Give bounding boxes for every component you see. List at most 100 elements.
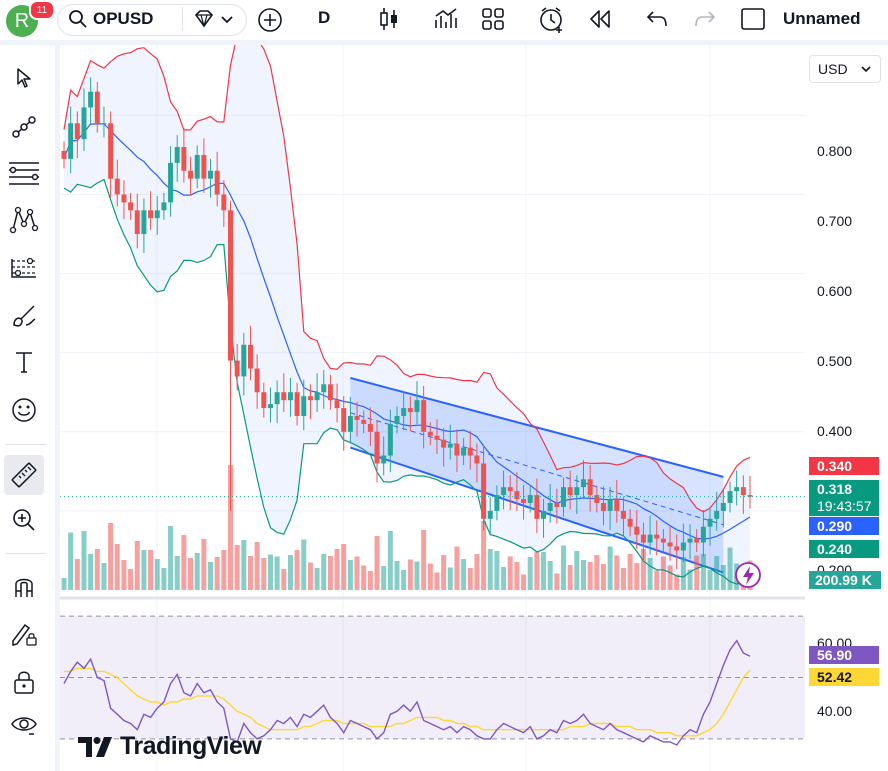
layouts-grid-icon[interactable] bbox=[481, 7, 505, 31]
undo-icon[interactable] bbox=[646, 9, 668, 29]
volume-bar bbox=[461, 559, 467, 590]
volume-bar bbox=[707, 570, 713, 590]
toolbar-divider-line bbox=[6, 444, 46, 445]
alert-clock-icon[interactable] bbox=[538, 5, 566, 33]
search-icon[interactable] bbox=[68, 9, 88, 29]
symbol-name[interactable]: OPUSD bbox=[93, 9, 154, 28]
candle-body bbox=[321, 384, 327, 393]
lock-icon bbox=[14, 671, 34, 694]
last-price-value: 0.318 bbox=[817, 481, 853, 497]
volume-bar bbox=[221, 550, 227, 590]
candle-body bbox=[88, 91, 94, 108]
volume-bar bbox=[241, 540, 247, 590]
symbol-search-box[interactable] bbox=[57, 4, 247, 36]
candle-body bbox=[414, 400, 420, 413]
lock-drawings-tool[interactable] bbox=[4, 614, 44, 654]
candle-body bbox=[674, 546, 680, 551]
measure-tool[interactable] bbox=[4, 455, 44, 495]
price-tick-0.500: 0.500 bbox=[817, 353, 853, 369]
candle-body bbox=[374, 431, 380, 464]
candle-body bbox=[494, 495, 500, 511]
volume-bar bbox=[121, 560, 127, 590]
volume-bar bbox=[600, 564, 606, 590]
volume-bar bbox=[627, 554, 633, 590]
zoom-in-icon bbox=[13, 509, 35, 531]
layout-name[interactable]: Unnamed bbox=[783, 9, 861, 28]
volume-bar bbox=[361, 565, 367, 590]
candle-body bbox=[554, 502, 560, 507]
candle-body bbox=[734, 487, 740, 492]
brush-icon bbox=[13, 305, 36, 327]
candle-body bbox=[114, 178, 120, 195]
hide-drawings-tool[interactable] bbox=[4, 705, 44, 745]
volume-bar bbox=[454, 546, 460, 590]
volume-bar bbox=[208, 562, 214, 590]
chevron-down-icon[interactable] bbox=[220, 12, 234, 26]
volume-bar bbox=[128, 569, 134, 590]
candle-body bbox=[267, 404, 273, 409]
brush-tool[interactable] bbox=[4, 296, 44, 336]
price-chart[interactable] bbox=[60, 45, 805, 771]
candle-body bbox=[148, 210, 154, 219]
volume-bar bbox=[201, 539, 207, 590]
text-tool[interactable] bbox=[4, 342, 44, 382]
zoom-in-tool[interactable] bbox=[4, 500, 44, 540]
fib-retracement-tool[interactable] bbox=[4, 153, 44, 193]
trend-line-icon bbox=[12, 116, 36, 138]
candles-icon[interactable] bbox=[378, 6, 400, 32]
cursor-tool[interactable] bbox=[4, 58, 44, 98]
volume-bar bbox=[381, 566, 387, 590]
currency-label: USD bbox=[818, 61, 848, 77]
notification-badge[interactable]: 11 bbox=[29, 0, 55, 20]
tradingview-logo[interactable]: TradingView bbox=[78, 732, 262, 761]
volume-bar bbox=[634, 563, 640, 590]
interval-button[interactable]: D bbox=[318, 8, 331, 27]
volume-bar bbox=[74, 559, 80, 590]
candle-body bbox=[534, 495, 540, 519]
volume-bar bbox=[501, 567, 507, 590]
compare-add-icon[interactable] bbox=[257, 7, 283, 33]
redo-icon[interactable] bbox=[694, 9, 716, 29]
layout-box-icon[interactable] bbox=[740, 7, 766, 31]
candle-body bbox=[447, 443, 453, 448]
bollinger-band-fill bbox=[64, 45, 750, 585]
volume-bar bbox=[261, 558, 267, 590]
volume-bar bbox=[421, 530, 427, 590]
text-t-icon bbox=[16, 352, 32, 373]
volume-bar bbox=[594, 555, 600, 590]
candle-body bbox=[421, 400, 427, 432]
diamond-icon[interactable] bbox=[193, 10, 215, 28]
volume-bar bbox=[447, 567, 453, 590]
volume-bar bbox=[334, 549, 340, 590]
volume-bar bbox=[467, 568, 473, 590]
candle-body bbox=[514, 491, 520, 500]
volume-bar bbox=[527, 557, 533, 590]
candle-body bbox=[627, 518, 633, 527]
candle-body bbox=[327, 384, 333, 401]
candle-body bbox=[647, 534, 653, 543]
icons-tool[interactable] bbox=[4, 390, 44, 430]
candle-body bbox=[101, 123, 107, 125]
volume-bar bbox=[274, 556, 280, 590]
prediction-tool[interactable] bbox=[4, 247, 44, 287]
volume-bar bbox=[487, 549, 493, 590]
volume-bar bbox=[680, 557, 686, 590]
volume-bar bbox=[168, 526, 174, 590]
candle-body bbox=[228, 210, 234, 361]
trend-line-tool[interactable] bbox=[4, 107, 44, 147]
volume-bar bbox=[234, 545, 240, 590]
volume-bar bbox=[141, 550, 147, 590]
volume-bar bbox=[534, 552, 540, 590]
magnet-tool[interactable] bbox=[4, 566, 44, 606]
lock-all-tool[interactable] bbox=[4, 662, 44, 702]
volume-bar bbox=[407, 559, 413, 590]
bb-lower-tag: 0.240 bbox=[809, 540, 879, 558]
volume-bar bbox=[181, 535, 187, 590]
pattern-tool[interactable] bbox=[4, 200, 44, 240]
indicators-icon[interactable] bbox=[433, 6, 459, 32]
currency-select[interactable]: USD bbox=[809, 55, 881, 83]
candle-body bbox=[387, 423, 393, 456]
replay-icon[interactable] bbox=[588, 8, 612, 30]
candle-body bbox=[561, 487, 567, 507]
candle-body bbox=[74, 123, 80, 140]
